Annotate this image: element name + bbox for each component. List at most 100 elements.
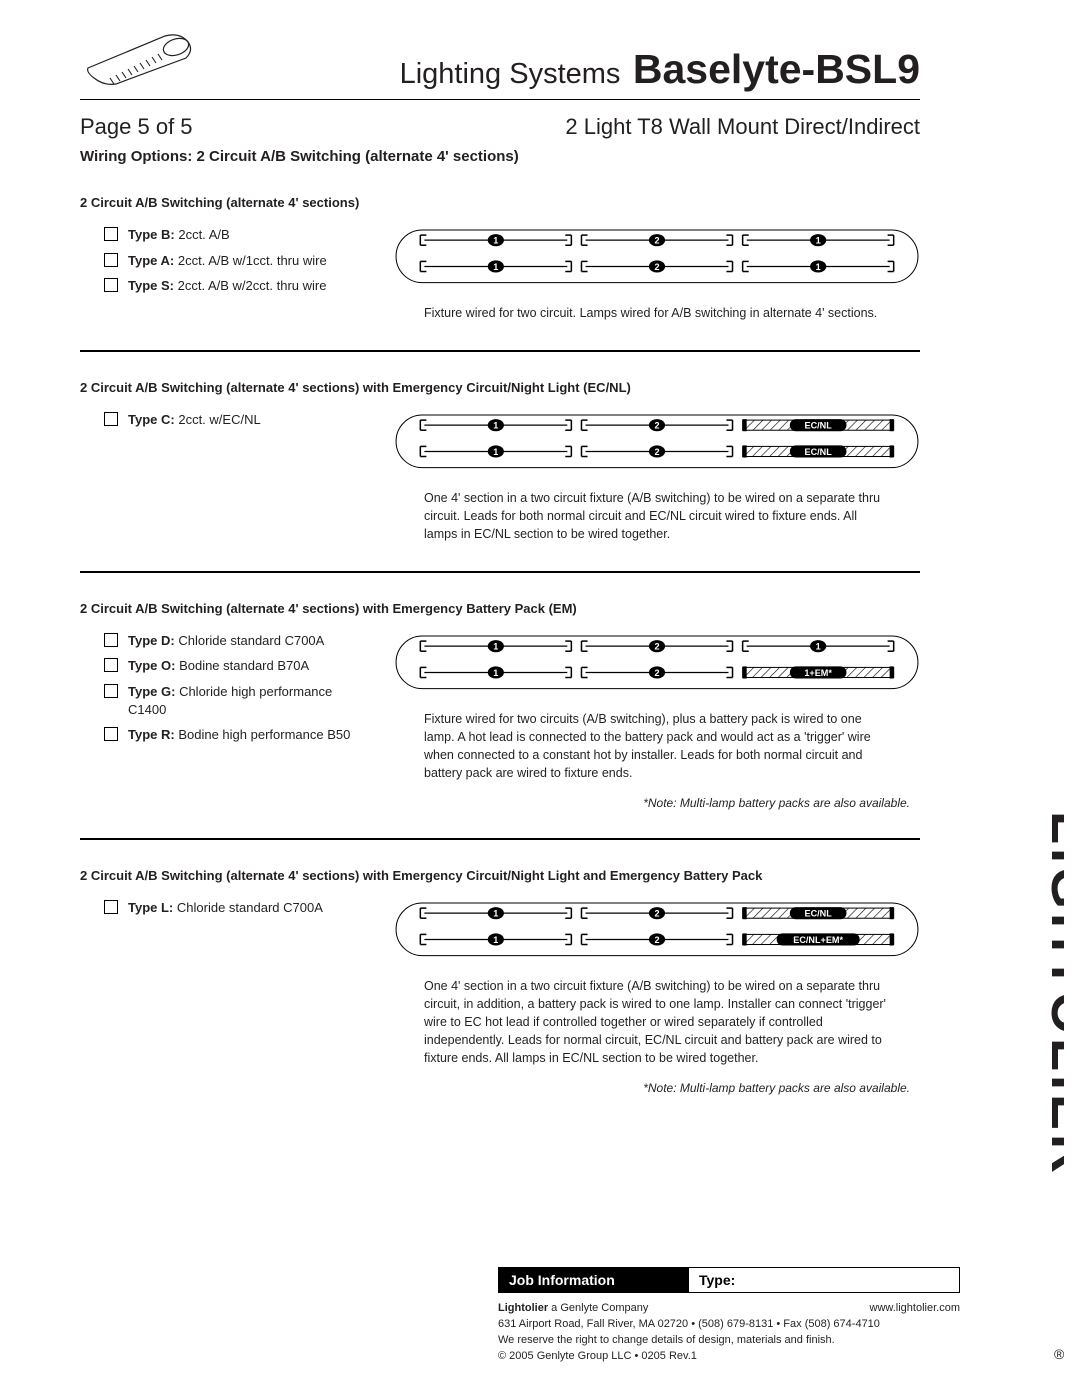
job-info-bar: Job Information Type: [498,1267,960,1293]
wiring-block: 2 Circuit A/B Switching (alternate 4' se… [80,380,920,573]
svg-text:1: 1 [493,447,498,457]
svg-text:1: 1 [493,668,498,678]
svg-text:1: 1 [816,236,821,246]
checkbox-icon[interactable] [104,412,118,426]
diagram-caption: One 4' section in a two circuit fixture … [394,977,920,1068]
options-column: Type B: 2cct. A/B Type A: 2cct. A/B w/1c… [80,226,370,322]
diagram-caption: One 4' section in a two circuit fixture … [394,489,920,543]
diagram-note: *Note: Multi-lamp battery packs are also… [394,796,920,810]
option-description: 2cct. A/B [178,227,229,242]
option-type-label: Type A: [128,253,174,268]
option-type-label: Type C: [128,412,175,427]
option-description: Chloride standard C700A [178,633,324,648]
checkbox-icon[interactable] [104,900,118,914]
svg-text:1: 1 [816,262,821,272]
option-description: 2cct. A/B w/2cct. thru wire [178,278,327,293]
wiring-option: Type A: 2cct. A/B w/1cct. thru wire [104,252,370,270]
svg-text:2: 2 [654,909,659,919]
svg-text:1: 1 [493,236,498,246]
options-column: Type C: 2cct. w/EC/NL [80,411,370,543]
wiring-option: Type O: Bodine standard B70A [104,657,370,675]
svg-text:2: 2 [654,447,659,457]
svg-text:EC/NL+EM*: EC/NL+EM* [793,935,843,945]
option-description: 2cct. w/EC/NL [178,412,260,427]
title-block: Lighting Systems Baselyte-BSL9 [400,46,920,93]
section-title: Wiring Options: 2 Circuit A/B Switching … [80,148,920,165]
svg-text:EC/NL: EC/NL [805,909,833,919]
svg-text:EC/NL: EC/NL [805,447,833,457]
svg-text:1: 1 [493,421,498,431]
page-footer: Job Information Type: Lightolier a Genly… [498,1267,960,1365]
option-type-label: Type R: [128,727,175,742]
wiring-option: Type R: Bodine high performance B50 [104,726,370,744]
title-prefix: Lighting Systems [400,58,621,90]
checkbox-icon[interactable] [104,278,118,292]
options-column: Type L: Chloride standard C700A [80,899,370,1095]
svg-text:1+EM*: 1+EM* [804,668,832,678]
title-main: Baselyte-BSL9 [633,46,920,92]
wiring-option: Type L: Chloride standard C700A [104,899,370,917]
option-type-label: Type O: [128,658,175,673]
product-logo [80,28,210,93]
checkbox-icon[interactable] [104,227,118,241]
option-type-label: Type L: [128,900,173,915]
footer-copyright: © 2005 Genlyte Group LLC • 0205 Rev.1 [498,1349,960,1365]
wiring-block: 2 Circuit A/B Switching (alternate 4' se… [80,868,920,1123]
option-type-label: Type D: [128,633,175,648]
svg-text:®: ® [1054,1346,1064,1362]
option-description: Chloride standard C700A [177,900,323,915]
diagram-column: 12EC/NL12EC/NL+EM* One 4' section in a t… [394,899,920,1095]
product-subtitle: 2 Light T8 Wall Mount Direct/Indirect [565,114,920,140]
brand-vertical-logo: LIGHTOLIER ® [1008,807,1064,1367]
checkbox-icon[interactable] [104,253,118,267]
checkbox-icon[interactable] [104,684,118,698]
svg-text:1: 1 [493,935,498,945]
block-title: 2 Circuit A/B Switching (alternate 4' se… [80,195,920,210]
checkbox-icon[interactable] [104,727,118,741]
svg-text:1: 1 [493,909,498,919]
svg-text:2: 2 [654,668,659,678]
svg-text:EC/NL: EC/NL [805,421,833,431]
wiring-option: Type S: 2cct. A/B w/2cct. thru wire [104,277,370,295]
job-type-label: Type: [689,1268,959,1292]
block-title: 2 Circuit A/B Switching (alternate 4' se… [80,601,920,616]
footer-company-bold: Lightolier [498,1302,548,1314]
svg-text:2: 2 [654,262,659,272]
svg-text:1: 1 [816,642,821,652]
wiring-option: Type C: 2cct. w/EC/NL [104,411,370,429]
option-description: Bodine high performance B50 [178,727,350,742]
option-description: Bodine standard B70A [179,658,309,673]
footer-disclaimer: We reserve the right to change details o… [498,1333,960,1349]
diagram-column: 1 2 1 1 2 1 Fixture wired for two circuit. La… [394,226,920,322]
option-description: 2cct. A/B w/1cct. thru wire [178,253,327,268]
diagram-caption: Fixture wired for two circuit. Lamps wir… [394,304,920,322]
svg-text:2: 2 [654,642,659,652]
footer-url: www.lightolier.com [870,1301,960,1317]
wiring-block: 2 Circuit A/B Switching (alternate 4' se… [80,601,920,840]
block-title: 2 Circuit A/B Switching (alternate 4' se… [80,380,920,395]
checkbox-icon[interactable] [104,633,118,647]
sub-header-row: Page 5 of 5 2 Light T8 Wall Mount Direct… [80,114,920,140]
svg-text:1: 1 [493,262,498,272]
footer-company-rest: a Genlyte Company [548,1302,648,1314]
svg-text:2: 2 [654,236,659,246]
diagram-column: 1 2 EC/NL 1 2 EC/NL One 4' section in a two c… [394,411,920,543]
page-indicator: Page 5 of 5 [80,114,193,140]
checkbox-icon[interactable] [104,658,118,672]
footer-address: 631 Airport Road, Fall River, MA 02720 •… [498,1317,960,1333]
svg-text:2: 2 [654,421,659,431]
job-info-label: Job Information [499,1268,689,1292]
footer-text: Lightolier a Genlyte Company www.lightol… [498,1301,960,1365]
diagram-caption: Fixture wired for two circuits (A/B swit… [394,710,920,783]
svg-text:1: 1 [493,642,498,652]
wiring-option: Type B: 2cct. A/B [104,226,370,244]
option-type-label: Type G: [128,684,175,699]
brand-text: LIGHTOLIER [1040,811,1064,1177]
diagram-note: *Note: Multi-lamp battery packs are also… [394,1081,920,1095]
option-type-label: Type B: [128,227,175,242]
block-title: 2 Circuit A/B Switching (alternate 4' se… [80,868,920,883]
wiring-option: Type G: Chloride high performance C1400 [104,683,370,718]
option-type-label: Type S: [128,278,174,293]
page-header: Lighting Systems Baselyte-BSL9 [80,28,920,100]
wiring-option: Type D: Chloride standard C700A [104,632,370,650]
